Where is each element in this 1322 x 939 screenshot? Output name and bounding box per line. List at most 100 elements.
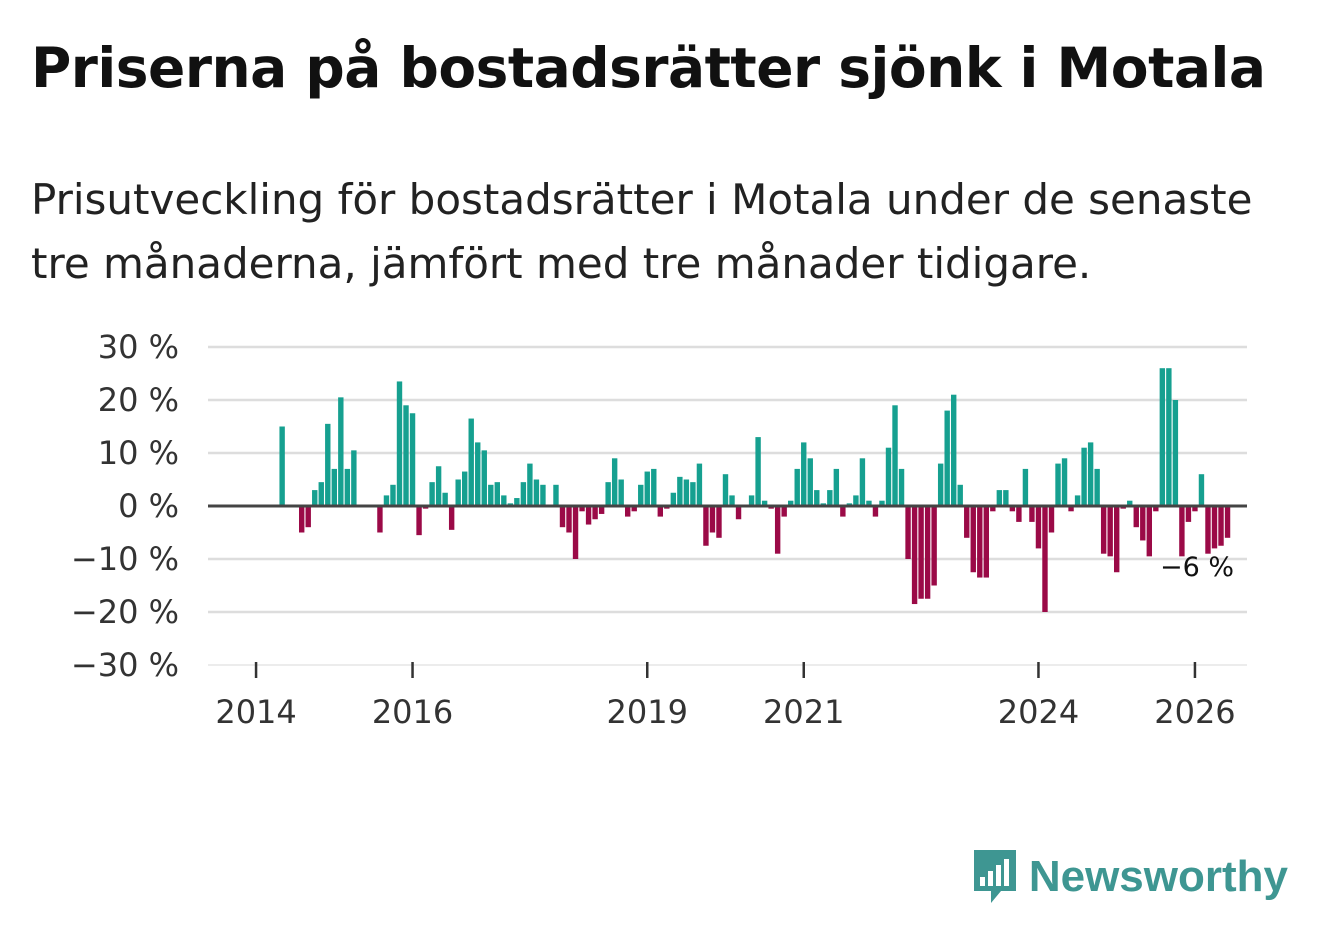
- bar-negative: [840, 506, 846, 517]
- bar-positive: [644, 471, 650, 506]
- bar-negative: [585, 506, 592, 525]
- bar-positive: [396, 381, 403, 506]
- bar-positive: [344, 468, 351, 506]
- bar-negative: [709, 506, 716, 533]
- bar-positive: [1166, 368, 1172, 506]
- bar-negative: [1153, 506, 1159, 512]
- bar-positive: [442, 492, 448, 506]
- bar-positive: [494, 482, 500, 506]
- bar-negative: [416, 506, 422, 536]
- bar-positive: [1081, 447, 1087, 506]
- bar-positive: [807, 458, 813, 506]
- bar-positive: [957, 484, 963, 506]
- bar-positive: [429, 482, 435, 506]
- bar-negative: [1068, 506, 1074, 512]
- bar-positive: [475, 442, 481, 506]
- x-axis: 2014 2016 2019 2021 2024 2026: [215, 662, 1236, 731]
- bar-positive: [827, 490, 833, 506]
- bar-negative: [559, 506, 566, 528]
- bar-positive: [1087, 442, 1094, 506]
- bar-positive: [435, 466, 442, 506]
- bar-negative: [703, 506, 709, 546]
- bar-negative: [625, 506, 631, 517]
- bar-positive: [853, 495, 859, 506]
- bar-negative: [305, 506, 311, 528]
- bar-negative: [990, 506, 996, 512]
- bar-positive: [611, 458, 618, 506]
- y-tick-label: −20 %: [71, 593, 179, 631]
- bar-negative: [1140, 506, 1146, 541]
- bar-positive: [540, 484, 546, 506]
- bar-negative: [592, 506, 598, 520]
- bar-positive: [879, 500, 885, 506]
- chart-subtitle: Prisutveckling för bostadsrätter i Motal…: [31, 175, 1253, 288]
- bar-negative: [1048, 506, 1055, 533]
- bar-negative: [1218, 506, 1224, 546]
- bar-positive: [833, 468, 840, 506]
- bar-positive: [1159, 368, 1166, 506]
- bar-positive: [801, 442, 807, 506]
- newsworthy-logo[interactable]: Newsworthy: [971, 847, 1288, 907]
- bar-positive: [605, 482, 611, 506]
- bar-positive: [937, 463, 944, 506]
- bar-negative: [983, 506, 989, 578]
- y-tick-label: 10 %: [98, 434, 179, 472]
- bar-positive: [533, 479, 540, 506]
- x-tick-label: 2016: [372, 693, 453, 731]
- bar-negative: [657, 506, 663, 517]
- bar-positive: [318, 482, 324, 506]
- bar-positive: [1055, 463, 1061, 506]
- chart-title: Priserna på bostadsrätter sjönk i Motala: [31, 36, 1266, 100]
- bars: [279, 368, 1231, 612]
- bar-positive: [312, 490, 318, 506]
- bar-chart: 30 %20 %10 %0 %−10 %−20 %−30 % 2014 2016 2…: [71, 328, 1247, 731]
- bar-negative: [872, 506, 879, 517]
- bar-positive: [527, 463, 533, 506]
- bar-positive: [788, 500, 794, 506]
- y-tick-label: −10 %: [71, 540, 179, 578]
- newsworthy-logo-icon: [973, 850, 1016, 903]
- bar-positive: [325, 423, 331, 506]
- bar-positive: [618, 479, 624, 506]
- x-tick-label: 2014: [215, 693, 296, 731]
- bar-negative: [448, 506, 455, 530]
- bar-positive: [748, 495, 755, 506]
- bar-negative: [598, 506, 605, 514]
- bar-positive: [553, 484, 559, 506]
- bar-positive: [390, 484, 396, 506]
- bar-positive: [1074, 495, 1081, 506]
- bar-positive: [455, 479, 461, 506]
- bar-negative: [579, 506, 585, 512]
- bar-positive: [488, 484, 494, 506]
- bar-positive: [729, 495, 735, 506]
- bar-positive: [722, 474, 729, 506]
- bar-positive: [351, 450, 357, 506]
- bar-positive: [814, 490, 820, 506]
- bar-positive: [1022, 468, 1029, 506]
- bar-positive: [794, 468, 800, 506]
- y-tick-label: −30 %: [71, 646, 179, 684]
- bar-positive: [755, 437, 761, 506]
- bar-positive: [1094, 468, 1100, 506]
- bar-negative: [1185, 506, 1192, 522]
- bar-positive: [866, 500, 872, 506]
- bar-negative: [299, 506, 305, 533]
- bar-negative: [377, 506, 383, 533]
- bar-negative: [566, 506, 572, 533]
- bar-negative: [924, 506, 931, 599]
- bar-positive: [383, 495, 390, 506]
- annotations: −6 %: [1160, 552, 1234, 583]
- bar-positive: [677, 476, 683, 506]
- bar-positive: [996, 490, 1003, 506]
- bar-positive: [514, 498, 520, 506]
- y-tick-label: 0 %: [118, 487, 179, 525]
- bar-negative: [1114, 506, 1120, 573]
- bar-positive: [859, 458, 866, 506]
- bar-positive: [1172, 400, 1179, 506]
- bar-positive: [1127, 500, 1133, 506]
- bar-positive: [338, 397, 344, 506]
- bar-negative: [931, 506, 937, 586]
- bar-negative: [1192, 506, 1198, 512]
- bar-positive: [331, 468, 337, 506]
- bar-negative: [1224, 506, 1231, 538]
